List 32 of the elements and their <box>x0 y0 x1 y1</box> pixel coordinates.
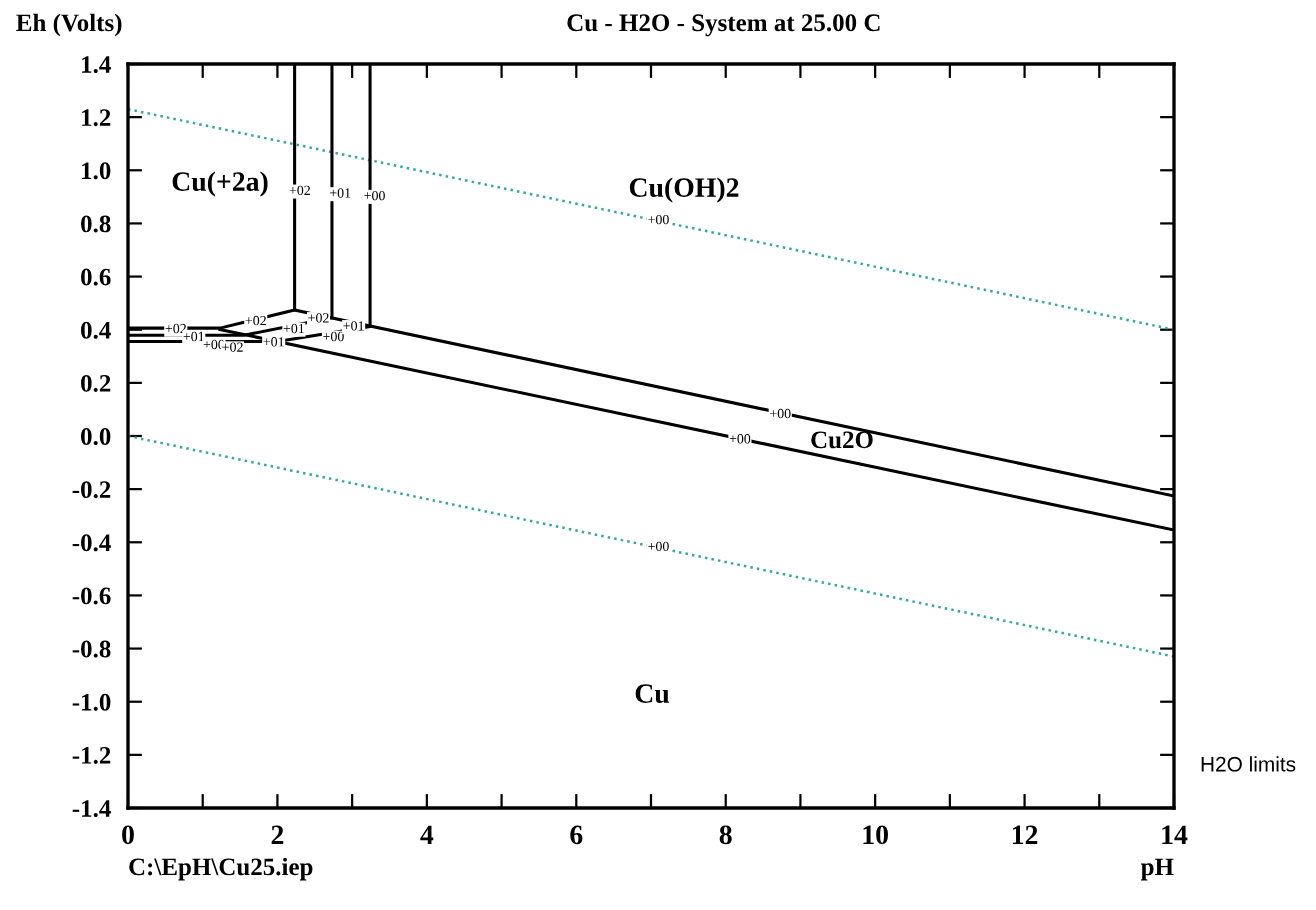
x-tick-label: 2 <box>271 825 284 844</box>
y-tick-label: 1.2 <box>82 109 111 127</box>
y-tick-label: -1.2 <box>72 746 111 764</box>
y-tick-label: -0.2 <box>72 481 111 499</box>
x-tick-label: 10 <box>863 825 888 845</box>
x-tick-label: 0 <box>122 825 134 845</box>
y-tick-label: 0.0 <box>81 428 111 446</box>
y-tick-label: -0.4 <box>72 534 111 552</box>
y-tick-label: 1.4 <box>82 56 111 74</box>
x-tick-label: 14 <box>1162 825 1188 844</box>
annotation: Cu(OH)2 <box>629 177 739 203</box>
x-tick-label: 6 <box>570 825 583 845</box>
chart-title: Cu - H2O - System at 25.00 C <box>567 14 880 37</box>
y-tick-label: -1.4 <box>72 800 111 818</box>
annotation: Cu <box>635 684 670 704</box>
x-tick-label: 12 <box>1012 825 1038 844</box>
annotation: Cu2O <box>811 431 873 449</box>
x-axis-title: pH <box>1140 858 1174 881</box>
annotation: Cu(+2a) <box>172 171 268 197</box>
y-tick-label: 0.2 <box>81 374 111 392</box>
y-tick-label: -0.8 <box>72 640 111 658</box>
y-tick-label: 0.8 <box>81 215 111 233</box>
y-tick-label: 0.6 <box>81 268 111 286</box>
x-tick-label: 4 <box>420 825 434 844</box>
y-tick-label: 0.4 <box>81 321 111 339</box>
x-tick-label: 8 <box>719 825 732 845</box>
y-tick-label: 1.0 <box>82 162 111 180</box>
y-tick-label: -0.6 <box>72 587 111 605</box>
y-axis-title: Eh (Volts) <box>16 13 122 37</box>
text: H2O limits <box>1201 756 1296 772</box>
y-tick-label: -1.0 <box>72 693 111 711</box>
text: C:\EpH\Cu25.iep <box>129 857 313 881</box>
